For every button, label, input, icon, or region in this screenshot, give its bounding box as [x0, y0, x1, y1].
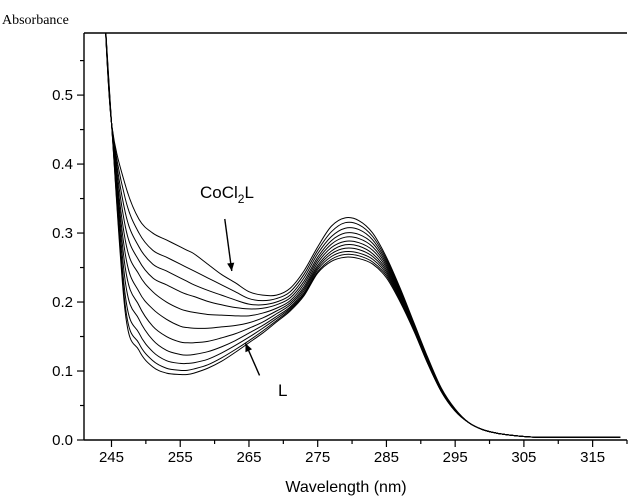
- spectrum-curve-10: [105, 33, 621, 438]
- annotation-cocl2l-suffix: L: [244, 183, 253, 202]
- x-tick-label: 255: [168, 449, 193, 466]
- arrow-l-head: [245, 343, 253, 353]
- x-tick-label: 305: [511, 449, 536, 466]
- annotation-cocl2l-text: CoCl: [200, 183, 238, 202]
- y-tick-label: 0.4: [52, 156, 73, 173]
- arrow-cocl2l: [224, 218, 233, 272]
- x-tick-label: 285: [374, 449, 399, 466]
- tick-group: 245 255 265 275 285 295 305 315 0.0 0.1 0.2 0.3 0.4 0…: [52, 59, 628, 466]
- x-tick-label: 295: [443, 449, 468, 466]
- spectrum-curve-4: [105, 33, 621, 438]
- x-tick-label: 265: [236, 449, 261, 466]
- spectrum-curve-9: [105, 33, 621, 438]
- y-tick-label: 0.1: [52, 363, 73, 380]
- x-axis-title: Wavelength (nm): [285, 479, 406, 496]
- annotation-cocl2l: CoCl2L: [200, 183, 254, 206]
- annotation-group: CoCl2L L: [200, 183, 287, 400]
- y-tick-label: 0.5: [52, 87, 73, 104]
- arrow-cocl2l-head: [227, 262, 235, 271]
- x-tick-label: 245: [99, 449, 124, 466]
- spectrum-curve-6: [105, 33, 621, 438]
- spectrum-curve-3: [105, 33, 621, 438]
- x-tick-label: 275: [305, 449, 330, 466]
- spectrum-curve-2: [105, 33, 621, 438]
- annotation-l: L: [278, 381, 287, 400]
- y-tick-label: 0.2: [52, 294, 73, 311]
- spectrum-curve-7: [105, 33, 621, 438]
- spectrum-curve-1: [105, 33, 621, 438]
- x-tick-label: 315: [580, 449, 605, 466]
- curve-group: [105, 33, 621, 438]
- y-axis-title: Absorbance: [2, 13, 69, 28]
- spectrum-curve-5: [105, 33, 621, 438]
- spectrum-curve-8: [105, 33, 621, 438]
- y-tick-label: 0.0: [52, 432, 73, 449]
- annotation-cocl2l-subscript: 2: [238, 192, 245, 206]
- y-tick-label: 0.3: [52, 225, 73, 242]
- spectrum-curve-11: [105, 33, 621, 438]
